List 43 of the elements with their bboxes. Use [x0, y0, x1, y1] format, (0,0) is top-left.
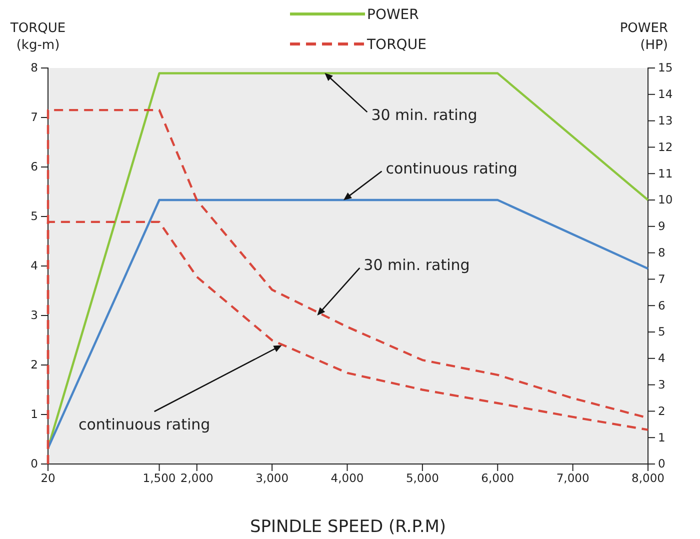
x-tick-label: 20 [40, 471, 56, 486]
y2-tick-label: 5 [658, 324, 666, 339]
annotation: continuous rating [78, 416, 210, 434]
x-tick-label: 6,000 [481, 471, 514, 486]
y2-tick-label: 10 [658, 192, 673, 207]
x-axis-title: SPINDLE SPEED (R.P.M) [250, 517, 446, 537]
x-tick-label: 7,000 [556, 471, 590, 486]
y2-tick-label: 7 [658, 272, 666, 286]
x-tick-label: 8,000 [632, 471, 664, 486]
y-tick-label: 7 [30, 110, 38, 124]
y2-tick-label: 1 [658, 430, 666, 444]
x-tick-label: 5,000 [406, 471, 439, 486]
y2-tick-label: 14 [658, 87, 673, 102]
y2-tick-label: 4 [658, 351, 666, 366]
y2-tick-label: 6 [658, 298, 666, 312]
annotation: continuous rating [386, 159, 518, 178]
y2-tick-label: 9 [658, 219, 666, 234]
y2-tick-label: 15 [658, 60, 673, 75]
x-tick-label: 4,000 [330, 471, 364, 486]
x-tick-label: 2,000 [180, 471, 214, 486]
y2-tick-label: 12 [658, 140, 673, 154]
y2-tick-label: 8 [658, 245, 666, 260]
y2-tick-label: 13 [658, 113, 673, 128]
y2-tick-label: 0 [658, 456, 666, 471]
x-tick-label: 3,000 [256, 471, 289, 486]
y-tick-label: 6 [30, 160, 38, 174]
y-axis-title: TORQUE (kg-m) [9, 21, 66, 53]
y-tick-label: 4 [30, 258, 38, 273]
y-tick-label: 1 [30, 407, 38, 422]
y-tick-label: 3 [30, 308, 38, 322]
legend-label: TORQUE [366, 37, 426, 53]
annotation: 30 min. rating [364, 256, 470, 274]
y-tick-label: 0 [30, 456, 38, 471]
y2-tick-label: 11 [658, 166, 673, 180]
y2-tick-label: 3 [658, 377, 666, 392]
annotation: 30 min. rating [371, 106, 478, 124]
y2-tick-label: 2 [658, 404, 666, 418]
y-tick-label: 8 [30, 60, 38, 75]
y2-axis-title: POWER (HP) [620, 21, 668, 53]
x-tick-label: 1,500 [142, 471, 176, 486]
y-tick-label: 5 [30, 209, 38, 224]
legend-label: POWER [367, 7, 420, 23]
y-tick-label: 2 [30, 358, 38, 372]
